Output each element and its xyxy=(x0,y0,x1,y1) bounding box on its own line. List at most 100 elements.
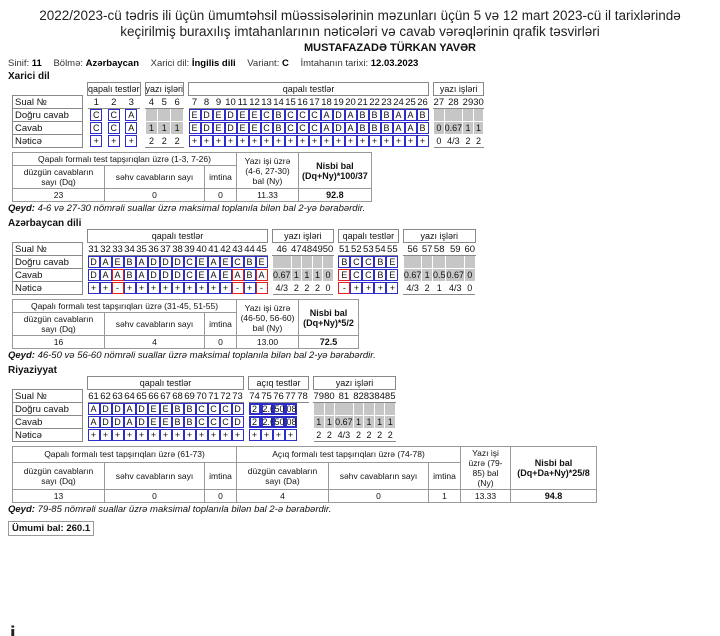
question-number: 51 xyxy=(338,242,351,256)
correct-cell-empty xyxy=(402,255,423,269)
result-score: 2 xyxy=(384,428,396,442)
given-answer-cell: E xyxy=(195,269,208,282)
correct-answer-cell: E xyxy=(111,256,124,269)
result-box: + xyxy=(344,135,357,147)
given-answer-cell: C xyxy=(219,416,232,429)
given-answer-box: D xyxy=(224,122,237,134)
result-box: + xyxy=(99,282,112,294)
question-number: 68 xyxy=(171,389,184,403)
question-number: 1 xyxy=(87,95,105,109)
result-cell: + xyxy=(147,282,160,295)
correct-answer-cell: A xyxy=(320,109,333,122)
correct-answer-cell: C xyxy=(231,256,244,269)
question-number: 54 xyxy=(374,242,387,256)
result-box: + xyxy=(320,135,333,147)
result-box: + xyxy=(200,135,213,147)
result-cell: + xyxy=(260,429,273,442)
given-answer-box: 08 xyxy=(284,416,297,428)
correct-answer-cell: A xyxy=(123,109,141,122)
given-answer-box: D xyxy=(99,416,112,428)
answer-score: 0.5 xyxy=(431,268,447,282)
given-answer-box: C xyxy=(260,122,273,134)
correct-answer-box: D xyxy=(111,403,124,416)
given-answer-cell: B xyxy=(380,122,393,135)
correct-cell-empty xyxy=(352,402,365,416)
answer-score: 1 xyxy=(373,415,386,429)
result-cell: + xyxy=(123,135,141,148)
given-answer-cell: E xyxy=(219,269,232,282)
question-number: 34 xyxy=(123,242,136,256)
correct-cell-empty xyxy=(144,108,159,122)
result-box: + xyxy=(356,135,369,147)
result-score: 4/3 xyxy=(403,281,422,295)
given-answer-box: B xyxy=(272,122,285,134)
row-label-result: Nəticə xyxy=(12,134,83,148)
answer-score: 0 xyxy=(464,268,476,282)
result-cell: + xyxy=(212,135,225,148)
summary-foreign: Qapalı formalı test tapşırıqları üzrə (1… xyxy=(12,152,372,202)
question-number: 56 xyxy=(403,242,422,256)
correct-answer-box: C xyxy=(362,256,375,269)
correct-answer-box xyxy=(297,403,309,415)
given-answer-cell: E xyxy=(212,122,225,135)
question-number: 35 xyxy=(135,242,148,256)
result-score: 1 xyxy=(432,281,446,295)
correct-answer-box: B xyxy=(356,109,369,122)
result-cell: + xyxy=(308,135,321,148)
question-number: 30 xyxy=(473,95,484,109)
answer-score: 1 xyxy=(421,268,433,282)
answer-grid-azerbaijani: qapalı testlər yazı işləri qapalı testlər y… xyxy=(12,229,476,295)
summary-azerbaijani: Qapalı formalı test tapşırıqları üzrə (3… xyxy=(12,299,359,349)
result-box: + xyxy=(362,282,375,294)
summary-written-label: Yazı işi üzrə (79-85) bal (Ny) xyxy=(460,446,511,490)
result-cell: + xyxy=(171,282,184,295)
given-answer-box: C xyxy=(284,122,297,134)
summary-header: Qapalı formalı test tapşırıqları üzrə (3… xyxy=(12,299,237,313)
correct-cell-empty xyxy=(170,108,185,122)
question-number: 39 xyxy=(183,242,196,256)
given-answer-cell: C xyxy=(183,269,196,282)
result-cell: + xyxy=(88,135,106,148)
header-line-2: keçirilmiş buraxılış imtahanlarının nəti… xyxy=(120,24,600,39)
result-cell: + xyxy=(159,429,172,442)
correct-answer-cell: A xyxy=(207,256,220,269)
correct-cell-empty xyxy=(462,108,474,122)
question-number: 60 xyxy=(464,242,476,256)
correct-answer-box: C xyxy=(107,109,120,122)
question-number: 80 xyxy=(324,389,335,403)
question-number: 14 xyxy=(272,95,285,109)
given-answer-box: D xyxy=(200,122,213,134)
correct-answer-cell: E xyxy=(236,109,249,122)
correct-cell-empty xyxy=(157,108,172,122)
result-box: + xyxy=(125,135,138,147)
result-cell: + xyxy=(392,135,405,148)
corner-cell xyxy=(13,83,83,96)
correct-cell-empty xyxy=(373,402,386,416)
given-answer-box: 2 xyxy=(248,416,261,428)
given-answer-cell: B xyxy=(356,122,369,135)
correct-answer-box: B xyxy=(183,403,196,416)
question-number: 63 xyxy=(111,389,124,403)
question-number: 5 xyxy=(157,95,171,109)
given-answer-cell: B xyxy=(416,122,429,135)
row-label-answer: Cavab xyxy=(12,268,83,282)
total-score: Ümumi bal: 260.1 xyxy=(8,521,95,536)
result-box: - xyxy=(111,282,124,294)
group-header: yazı işləri xyxy=(144,82,185,96)
question-number: 6 xyxy=(170,95,184,109)
given-answer-cell: A xyxy=(123,416,136,429)
summary-score-label: Nisbi bal (Dq+Ny)*5/2 xyxy=(298,299,359,336)
question-number: 3 xyxy=(122,95,141,109)
result-cell: + xyxy=(135,429,148,442)
result-score: 2 xyxy=(374,428,385,442)
result-cell: + xyxy=(123,429,136,442)
correct-answer-cell: B xyxy=(416,109,429,122)
question-number: 31 xyxy=(87,242,100,256)
answer-score: 1 xyxy=(462,121,474,135)
summary-abstain-label: imtina xyxy=(204,461,237,491)
given-answer-cell: D xyxy=(200,122,213,135)
question-number: 40 xyxy=(195,242,208,256)
summary-score: 94.8 xyxy=(510,489,597,503)
result-cell: + xyxy=(159,282,172,295)
result-box: + xyxy=(296,135,309,147)
